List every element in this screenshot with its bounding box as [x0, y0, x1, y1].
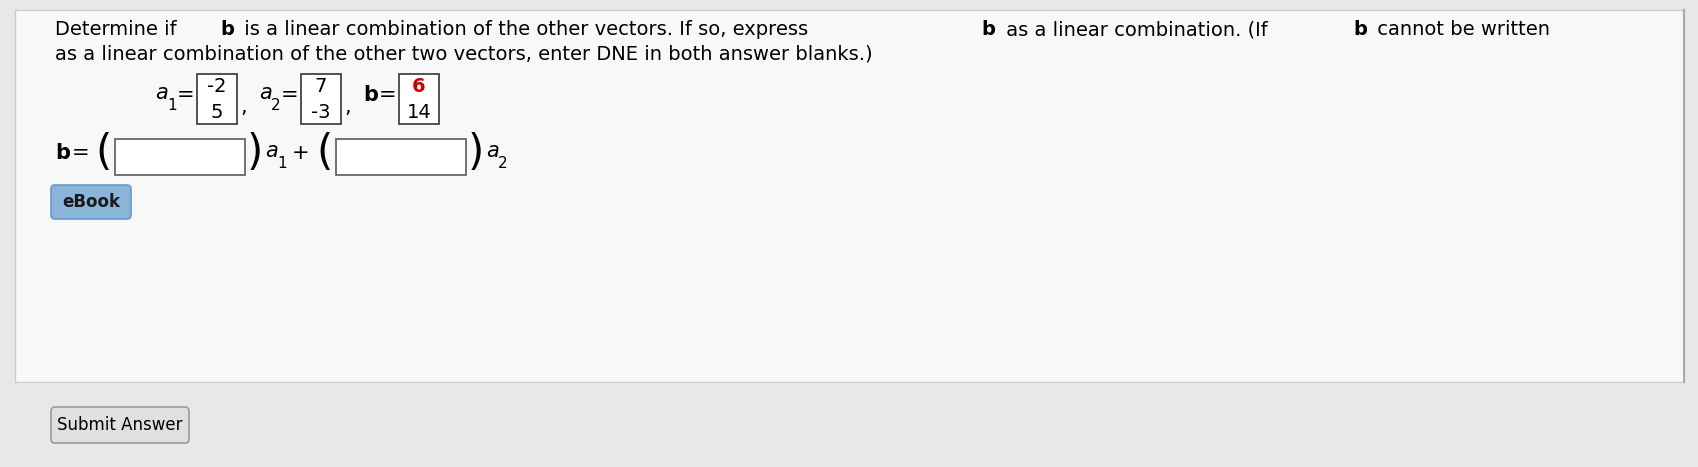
- Text: ,: ,: [343, 97, 350, 117]
- Text: =: =: [71, 143, 90, 163]
- FancyBboxPatch shape: [51, 407, 188, 443]
- Bar: [336, 139, 465, 175]
- Bar: [399, 74, 438, 124]
- Text: a: a: [265, 141, 277, 161]
- Text: is a linear combination of the other vectors. If so, express: is a linear combination of the other vec…: [238, 20, 813, 39]
- Bar: [197, 74, 236, 124]
- Text: =: =: [379, 85, 396, 105]
- Text: 2: 2: [272, 99, 280, 113]
- Text: b: b: [363, 85, 377, 105]
- Text: 5: 5: [211, 102, 222, 121]
- Text: 6: 6: [413, 77, 426, 95]
- FancyBboxPatch shape: [51, 185, 131, 219]
- Text: eBook: eBook: [61, 193, 121, 211]
- Text: b: b: [54, 143, 70, 163]
- Text: a: a: [155, 83, 168, 103]
- Text: +: +: [292, 143, 309, 163]
- Text: =: =: [280, 85, 299, 105]
- Text: -3: -3: [311, 102, 331, 121]
- Text: as a linear combination of the other two vectors, enter DNE in both answer blank: as a linear combination of the other two…: [54, 45, 873, 64]
- Text: (: (: [95, 132, 110, 174]
- Text: cannot be written: cannot be written: [1370, 20, 1549, 39]
- Text: a: a: [258, 83, 272, 103]
- Text: 14: 14: [406, 102, 431, 121]
- Bar: [15, 10, 1683, 382]
- Text: 1: 1: [277, 156, 287, 170]
- Text: 7: 7: [314, 77, 328, 95]
- Text: ): ): [246, 132, 263, 174]
- Text: a: a: [486, 141, 499, 161]
- Bar: [0, 382, 1698, 467]
- Bar: [301, 74, 341, 124]
- Text: b: b: [1352, 20, 1367, 39]
- Text: b: b: [219, 20, 234, 39]
- Bar: [115, 139, 245, 175]
- Text: Submit Answer: Submit Answer: [58, 416, 183, 434]
- Text: as a linear combination. (If: as a linear combination. (If: [998, 20, 1274, 39]
- Text: b: b: [981, 20, 995, 39]
- Text: ,: ,: [239, 97, 246, 117]
- Text: Determine if: Determine if: [54, 20, 183, 39]
- Text: -2: -2: [207, 77, 226, 95]
- Text: 1: 1: [166, 99, 177, 113]
- Text: =: =: [177, 85, 195, 105]
- Text: (: (: [316, 132, 333, 174]
- Text: ): ): [467, 132, 484, 174]
- Text: 2: 2: [498, 156, 508, 170]
